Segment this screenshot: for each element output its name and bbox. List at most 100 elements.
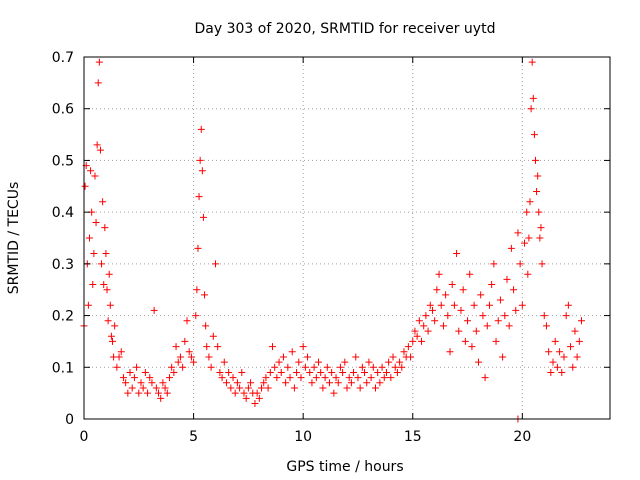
data-point bbox=[133, 363, 141, 371]
data-point bbox=[556, 348, 564, 356]
data-point bbox=[420, 322, 428, 330]
data-point bbox=[93, 141, 101, 149]
data-point bbox=[492, 337, 500, 345]
data-point bbox=[385, 358, 393, 366]
data-point bbox=[194, 244, 202, 252]
data-point bbox=[107, 332, 115, 340]
data-point bbox=[247, 379, 255, 387]
data-point bbox=[95, 58, 103, 66]
data-point bbox=[540, 312, 548, 320]
data-point bbox=[358, 363, 366, 371]
data-point bbox=[518, 301, 526, 309]
data-point bbox=[376, 379, 384, 387]
data-point bbox=[461, 337, 469, 345]
data-point bbox=[391, 363, 399, 371]
data-point bbox=[365, 358, 373, 366]
data-point bbox=[538, 260, 546, 268]
data-point bbox=[115, 353, 123, 361]
data-point bbox=[212, 260, 219, 268]
data-point bbox=[130, 374, 138, 382]
data-point bbox=[481, 374, 489, 382]
data-point bbox=[81, 182, 89, 190]
data-point bbox=[450, 301, 458, 309]
data-point bbox=[363, 379, 371, 387]
axis-ticks bbox=[83, 56, 610, 420]
data-point bbox=[286, 374, 294, 382]
data-point bbox=[424, 327, 432, 335]
data-point bbox=[330, 389, 338, 397]
data-point bbox=[159, 379, 167, 387]
data-point bbox=[387, 374, 395, 382]
data-point bbox=[113, 363, 121, 371]
data-point bbox=[367, 374, 375, 382]
data-point bbox=[161, 384, 169, 392]
data-point bbox=[111, 322, 119, 330]
data-point bbox=[102, 250, 110, 258]
data-point bbox=[415, 317, 423, 325]
data-point bbox=[512, 306, 520, 314]
data-points bbox=[80, 58, 586, 423]
data-point bbox=[192, 312, 200, 320]
tick-labels: 0 0.1 0.2 0.3 0.4 0.5 0.6 0.7 0 5 10 15 20 bbox=[52, 50, 532, 445]
data-point bbox=[426, 301, 434, 309]
data-point bbox=[369, 363, 377, 371]
data-point bbox=[89, 281, 97, 289]
data-point bbox=[155, 389, 163, 397]
data-point bbox=[94, 79, 102, 87]
data-point bbox=[523, 208, 531, 216]
data-point bbox=[179, 363, 187, 371]
data-point bbox=[325, 379, 333, 387]
data-point bbox=[521, 239, 529, 247]
data-point bbox=[253, 389, 261, 397]
data-point bbox=[308, 379, 316, 387]
data-point bbox=[238, 368, 246, 376]
data-point bbox=[347, 379, 355, 387]
data-point bbox=[183, 317, 191, 325]
data-point bbox=[306, 368, 314, 376]
data-point bbox=[139, 384, 147, 392]
data-point bbox=[560, 353, 568, 361]
data-point bbox=[231, 389, 239, 397]
data-point bbox=[468, 343, 476, 351]
data-point bbox=[244, 384, 252, 392]
data-point bbox=[271, 363, 279, 371]
data-point bbox=[578, 317, 586, 325]
data-point bbox=[242, 394, 250, 402]
data-point bbox=[466, 270, 474, 278]
data-point bbox=[258, 384, 266, 392]
data-point bbox=[345, 374, 353, 382]
data-point bbox=[193, 286, 201, 294]
data-point bbox=[310, 363, 318, 371]
x-tick-label: 20 bbox=[513, 429, 531, 445]
data-point bbox=[514, 229, 522, 237]
data-point bbox=[91, 172, 99, 180]
data-point bbox=[534, 172, 542, 180]
data-point bbox=[98, 260, 106, 268]
data-point bbox=[475, 358, 482, 366]
data-point bbox=[87, 167, 95, 175]
data-point bbox=[99, 198, 107, 206]
data-point bbox=[233, 379, 241, 387]
data-point bbox=[542, 322, 550, 330]
data-point bbox=[551, 337, 559, 345]
data-point bbox=[407, 353, 415, 361]
data-point bbox=[220, 358, 228, 366]
data-point bbox=[494, 317, 502, 325]
data-point bbox=[524, 270, 532, 278]
data-point bbox=[275, 358, 283, 366]
data-point bbox=[260, 379, 268, 387]
data-point bbox=[371, 384, 379, 392]
data-point bbox=[207, 363, 215, 371]
data-point bbox=[240, 389, 248, 397]
grid bbox=[84, 57, 610, 419]
data-point bbox=[573, 353, 581, 361]
data-point bbox=[157, 394, 165, 402]
data-point bbox=[409, 337, 417, 345]
data-point bbox=[536, 234, 544, 242]
data-point bbox=[227, 384, 235, 392]
data-point bbox=[141, 368, 149, 376]
data-point bbox=[288, 348, 296, 356]
data-point bbox=[422, 312, 430, 320]
x-axis-label: GPS time / hours bbox=[286, 459, 403, 475]
